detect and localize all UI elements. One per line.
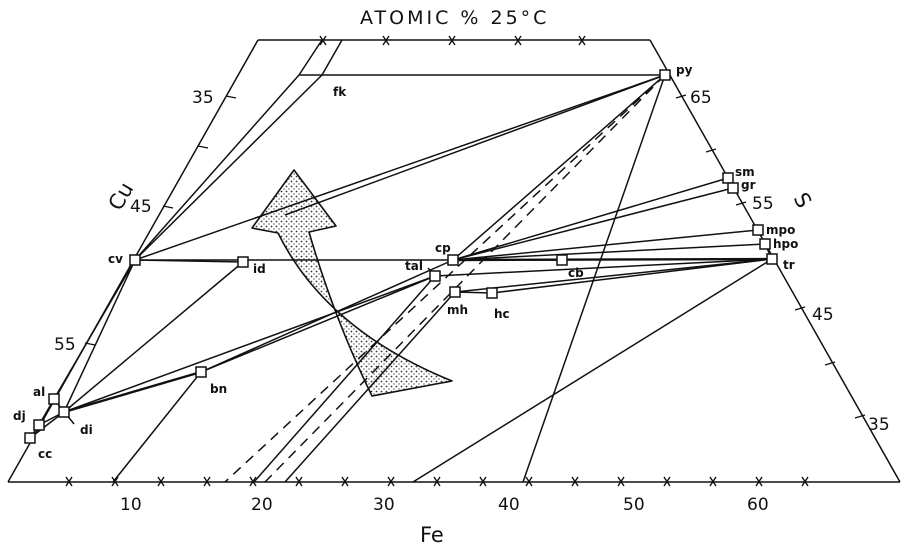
phase-points <box>24 69 778 444</box>
phase-label-hc: hc <box>494 307 510 321</box>
fe-tick-30: 30 <box>373 495 395 515</box>
tie-lines <box>29 74 773 483</box>
fe-tick-60: 60 <box>747 495 769 515</box>
s-tick-45: 45 <box>812 305 834 325</box>
fe-axis-labels: 10 20 30 40 50 60 Fe <box>120 495 769 547</box>
phase-label-tr: tr <box>783 258 795 272</box>
phase-point-hc <box>486 287 498 299</box>
top-ticks <box>319 35 586 46</box>
fe-axis-title: Fe <box>420 523 444 547</box>
phase-label-cb: cb <box>568 266 584 280</box>
phase-label-cp: cp <box>435 241 451 255</box>
phase-point-tr <box>766 253 778 265</box>
phase-label-cc: cc <box>38 447 52 461</box>
cu-axis-labels: 35 45 55 Cu <box>54 88 214 355</box>
fe-tick-40: 40 <box>498 495 520 515</box>
phase-point-py <box>659 69 671 81</box>
diagram-title: ATOMIC % 25°C <box>360 7 549 29</box>
phase-point-cv <box>129 254 141 266</box>
phase-label-fk: fk <box>333 85 347 99</box>
phase-point-tal <box>429 270 441 282</box>
phase-label-sm: sm <box>735 165 755 179</box>
phase-label-cv: cv <box>108 252 123 266</box>
trend-arrow <box>251 169 453 397</box>
phase-label-hpo: hpo <box>773 237 798 251</box>
phase-point-id <box>237 256 249 268</box>
phase-label-mpo: mpo <box>766 223 795 237</box>
phase-point-sm <box>722 172 734 184</box>
s-tick-35: 35 <box>868 415 890 435</box>
fe-tick-20: 20 <box>251 495 273 515</box>
phase-point-mh <box>449 286 461 298</box>
phase-label-dj: dj <box>13 409 26 423</box>
phase-label-gr: gr <box>741 178 756 192</box>
phase-labels: py fk sm gr mpo hpo tr cv id cp tal cb m… <box>13 63 798 461</box>
phase-point-hpo <box>759 238 771 250</box>
s-tick-55: 55 <box>752 194 774 214</box>
phase-label-bn: bn <box>210 382 227 396</box>
phase-label-py: py <box>676 63 693 77</box>
bottom-ticks <box>65 476 809 487</box>
phase-point-bn <box>195 366 207 378</box>
cu-tick-55: 55 <box>54 335 76 355</box>
phase-point-di <box>58 406 70 418</box>
phase-point-dj <box>33 419 45 431</box>
s-axis-title: S <box>789 189 816 213</box>
phase-point-mpo <box>752 224 764 236</box>
phase-label-tal: tal <box>405 259 423 273</box>
phase-point-gr <box>727 182 739 194</box>
phase-label-al: al <box>33 385 45 399</box>
phase-label-id: id <box>253 262 266 276</box>
fk-region <box>134 39 665 261</box>
fe-tick-10: 10 <box>120 495 142 515</box>
cu-tick-35: 35 <box>192 88 214 108</box>
left-ticks <box>84 95 237 346</box>
right-ticks <box>675 94 866 419</box>
s-tick-65: 65 <box>690 88 712 108</box>
phase-point-al <box>48 393 60 405</box>
phase-point-cb <box>556 254 568 266</box>
phase-point-cc <box>24 432 36 444</box>
phase-label-mh: mh <box>447 303 468 317</box>
phase-label-di: di <box>80 423 93 437</box>
phase-point-cp <box>447 254 459 266</box>
fe-tick-50: 50 <box>623 495 645 515</box>
cu-tick-45: 45 <box>130 197 152 217</box>
